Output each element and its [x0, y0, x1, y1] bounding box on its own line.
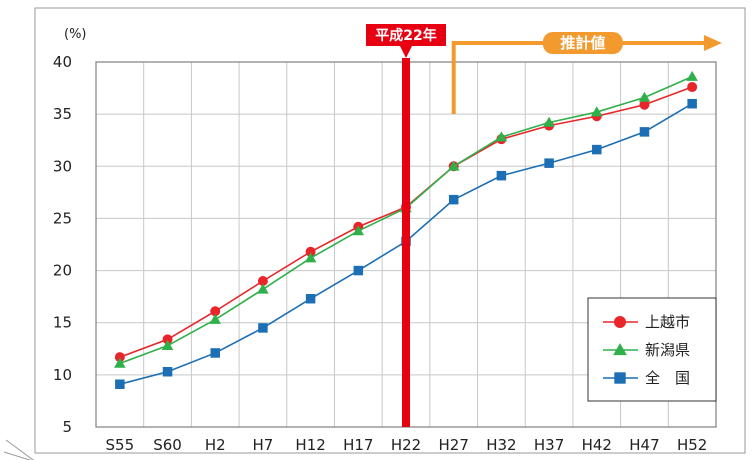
data-point-circle: [305, 246, 316, 257]
x-tick-label-H2: H2: [205, 436, 226, 454]
year-marker-label-box: [366, 24, 446, 46]
year-marker: 平成22年: [366, 24, 446, 427]
data-point-circle: [162, 334, 173, 345]
data-point-triangle: [686, 70, 698, 81]
data-point-square: [162, 366, 173, 377]
data-point-square: [614, 372, 626, 384]
data-point-square: [210, 348, 220, 358]
legend-label: 上越市: [645, 313, 690, 331]
x-tick-label-S55: S55: [106, 436, 135, 454]
data-point-square: [305, 293, 316, 304]
data-point-triangle: [304, 252, 317, 263]
projection-label: 推計値: [560, 34, 605, 52]
y-tick-label: 35: [53, 105, 72, 123]
legend-item-全国: 全 国: [603, 369, 690, 387]
x-tick-label-H52: H52: [677, 436, 707, 454]
data-point-square: [115, 379, 125, 389]
x-tick-label-H37: H37: [534, 436, 564, 454]
legend-label: 全 国: [645, 369, 690, 387]
x-tick-label-H42: H42: [582, 436, 612, 454]
projection-label-box: [542, 32, 623, 54]
data-point-triangle: [257, 283, 269, 294]
projection-arrow-head: [704, 35, 722, 51]
data-point-circle: [614, 316, 626, 328]
legend-item-新潟県: 新潟県: [603, 341, 690, 359]
x-tick-label-H27: H27: [439, 436, 469, 454]
data-point-triangle: [613, 343, 627, 356]
y-tick-label: 15: [53, 314, 72, 332]
y-axis-unit: (%): [64, 27, 87, 42]
corner-decoration: [3, 439, 35, 460]
data-point-circle: [114, 352, 125, 363]
data-point-square: [496, 170, 507, 181]
y-tick-label: 40: [53, 53, 72, 71]
data-point-square: [544, 158, 554, 168]
data-point-square: [639, 127, 650, 137]
data-point-triangle: [495, 131, 508, 142]
legend-label: 新潟県: [645, 341, 690, 359]
data-point-circle: [687, 82, 698, 93]
data-point-square: [592, 144, 602, 155]
data-point-triangle: [591, 106, 603, 117]
y-tick-label: 5: [62, 418, 72, 436]
data-point-circle: [257, 276, 268, 286]
x-tick-label-H22: H22: [391, 436, 421, 454]
x-tick-label-H47: H47: [629, 436, 659, 454]
data-point-triangle: [161, 339, 174, 350]
data-point-circle: [639, 99, 650, 110]
data-point-triangle: [209, 313, 221, 324]
year-marker-label: 平成22年: [375, 27, 436, 44]
x-axis-ticks: S55 S60 H2 H7 H12 H17 H22 H27 H32 H37 H42 H47 H52: [106, 436, 708, 454]
y-tick-label: 20: [53, 262, 72, 280]
data-point-square: [353, 265, 364, 276]
data-point-triangle: [114, 357, 126, 368]
year-marker-line: [402, 58, 410, 427]
projection-arrow: 推計値: [451, 32, 722, 114]
data-point-triangle: [638, 91, 651, 102]
y-tick-label: 10: [53, 366, 72, 384]
x-tick-label-H32: H32: [486, 436, 516, 454]
year-marker-pointer: [400, 46, 412, 58]
data-point-circle: [210, 306, 221, 317]
x-tick-label-H17: H17: [343, 436, 373, 454]
data-point-triangle: [352, 225, 365, 236]
legend-item-上越市: 上越市: [603, 313, 690, 331]
data-point-square: [448, 194, 459, 205]
y-axis-ticks: 5 10 15 20 25 30 35 40: [53, 53, 72, 436]
y-tick-label: 25: [53, 209, 72, 227]
y-tick-label: 30: [53, 157, 72, 175]
x-tick-label-H7: H7: [253, 436, 274, 454]
data-point-triangle: [447, 160, 460, 171]
x-tick-label-S60: S60: [153, 436, 182, 454]
data-point-triangle: [543, 116, 555, 127]
data-point-square: [687, 98, 697, 109]
data-point-square: [258, 323, 268, 333]
x-tick-label-H12: H12: [295, 436, 325, 454]
